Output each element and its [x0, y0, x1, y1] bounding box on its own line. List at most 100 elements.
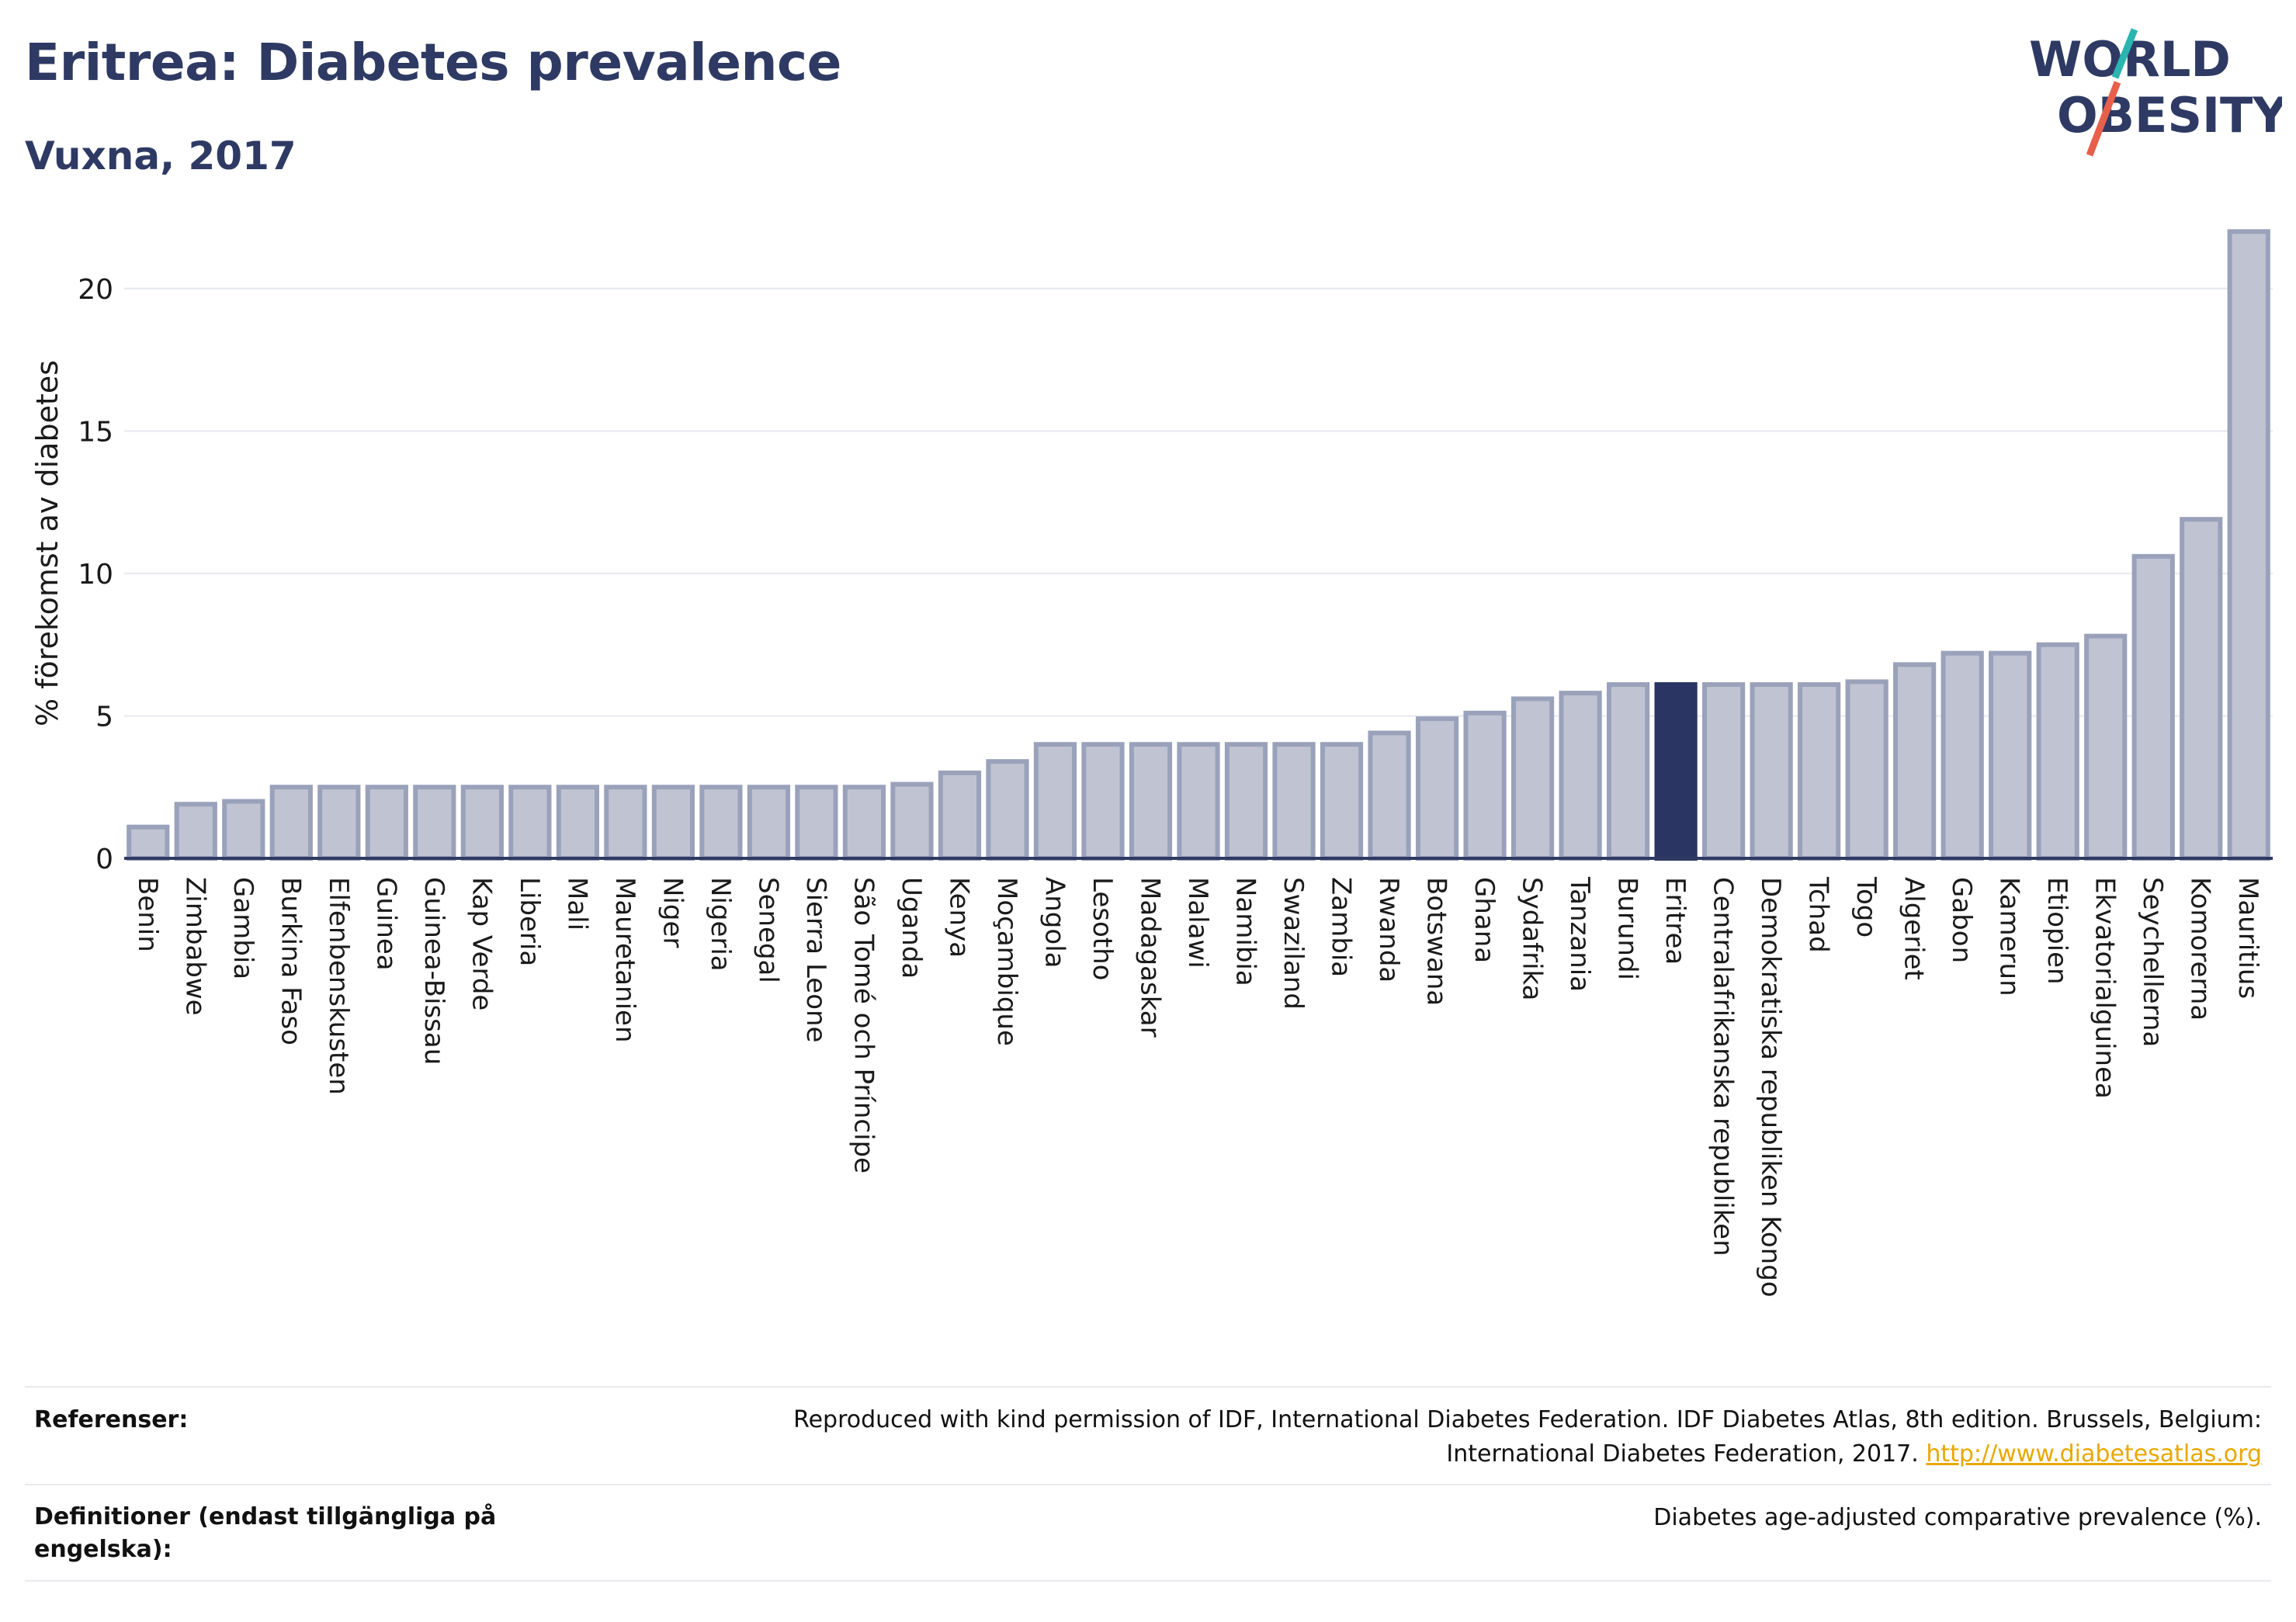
- bar[interactable]: [1033, 742, 1077, 861]
- x-tick-label: Swaziland: [1278, 877, 1309, 1010]
- x-tick-label: Burkina Faso: [275, 877, 306, 1045]
- logo-slash-red: [2086, 81, 2121, 157]
- x-tick-label: Senegal: [752, 877, 783, 983]
- x-tick-label: Algeriet: [1899, 877, 1930, 980]
- y-tick-labels: 0 5 10 15 20: [78, 274, 113, 875]
- footer-divider-bottom: [25, 1580, 2271, 1582]
- bar[interactable]: [317, 785, 361, 861]
- references-line-2: International Diabetes Federation, 2017.: [1446, 1440, 1919, 1468]
- x-tick-label: Togo: [1850, 876, 1882, 938]
- bar[interactable]: [651, 785, 695, 861]
- bar[interactable]: [174, 802, 217, 861]
- bar-highlight[interactable]: [1654, 682, 1698, 861]
- x-tick-label: Malawi: [1182, 877, 1213, 969]
- y-tick-label: 20: [78, 274, 113, 306]
- x-tick-label: Ghana: [1469, 877, 1500, 963]
- bar[interactable]: [1941, 650, 1984, 861]
- bar[interactable]: [127, 824, 170, 861]
- bar[interactable]: [1129, 742, 1173, 861]
- x-tick-label: Rwanda: [1373, 877, 1404, 983]
- bar[interactable]: [1606, 682, 1650, 861]
- bar[interactable]: [1845, 679, 1888, 861]
- bars: [127, 229, 2270, 861]
- x-tick-labels: Benin Zimbabwe Gambia Burkina Faso Elfenbens…: [132, 876, 2263, 1298]
- footer-divider-mid: [25, 1484, 2271, 1485]
- x-tick-label: Etiopien: [2041, 877, 2072, 985]
- x-tick-label: Zimbabwe: [179, 877, 210, 1016]
- bar[interactable]: [1702, 682, 1746, 861]
- x-tick-label: Zambia: [1326, 877, 1357, 977]
- x-tick-label: Lesotho: [1087, 877, 1118, 980]
- y-tick-label: 5: [95, 701, 113, 733]
- bar[interactable]: [890, 782, 934, 861]
- bar[interactable]: [986, 759, 1029, 861]
- x-tick-label: Sierra Leone: [800, 877, 831, 1042]
- bar[interactable]: [508, 785, 552, 861]
- references-label: Referenser:: [34, 1406, 189, 1433]
- diabetes-atlas-link[interactable]: http://www.diabetesatlas.org: [1926, 1440, 2262, 1468]
- x-tick-label: Ekvatorialguinea: [2090, 877, 2121, 1099]
- x-tick-label: Kap Verde: [466, 877, 497, 1010]
- x-tick-label: Namibia: [1230, 877, 1261, 986]
- x-tick-label: Guinea-Bissau: [418, 877, 449, 1065]
- bar[interactable]: [556, 785, 599, 861]
- bar[interactable]: [1798, 682, 1841, 861]
- bar[interactable]: [460, 785, 504, 861]
- bar[interactable]: [1272, 742, 1316, 861]
- bar[interactable]: [1893, 662, 1937, 861]
- bar[interactable]: [1989, 650, 2032, 861]
- bar[interactable]: [1368, 730, 1411, 861]
- bar[interactable]: [1081, 742, 1125, 861]
- x-tick-label: Niger: [657, 877, 688, 948]
- footer-divider-top: [25, 1386, 2271, 1388]
- x-tick-label: Tanzania: [1564, 876, 1595, 992]
- bar[interactable]: [1224, 742, 1268, 861]
- bar[interactable]: [269, 785, 313, 861]
- x-tick-label: Uganda: [896, 877, 927, 979]
- bar[interactable]: [2180, 517, 2223, 861]
- bar[interactable]: [747, 785, 791, 861]
- logo-slash-teal: [2111, 28, 2138, 79]
- page-subtitle: Vuxna, 2017: [25, 133, 297, 178]
- bar[interactable]: [1510, 696, 1555, 861]
- bar[interactable]: [938, 770, 982, 861]
- bar[interactable]: [2227, 229, 2270, 861]
- x-tick-label: Seychellerna: [2137, 877, 2168, 1047]
- bar[interactable]: [413, 785, 456, 861]
- bar[interactable]: [2131, 553, 2175, 861]
- x-tick-label: Gambia: [227, 877, 258, 979]
- bar[interactable]: [1559, 691, 1602, 861]
- x-tick-label: Kenya: [943, 877, 974, 958]
- x-tick-label: Demokratiska republiken Kongo: [1755, 877, 1786, 1298]
- bar[interactable]: [1415, 716, 1459, 861]
- x-tick-label: Mauritius: [2232, 877, 2263, 999]
- x-tick-label: Nigeria: [705, 877, 736, 972]
- world-obesity-logo: WORLD OBESITY: [2029, 28, 2282, 157]
- bar[interactable]: [365, 785, 408, 861]
- x-tick-label: Botswana: [1421, 877, 1452, 1006]
- x-tick-label: Burundi: [1612, 877, 1643, 980]
- y-axis-label: % förekomst av diabetes: [30, 360, 64, 726]
- x-tick-label: Elfenbenskusten: [323, 877, 354, 1095]
- x-tick-label: Centralafrikanska republiken: [1708, 877, 1739, 1256]
- x-tick-label: Gabon: [1946, 877, 1977, 963]
- bar[interactable]: [222, 799, 265, 861]
- references-line-1: Reproduced with kind permission of IDF, …: [793, 1406, 2262, 1433]
- bar[interactable]: [1750, 682, 1793, 861]
- bar[interactable]: [795, 785, 838, 861]
- x-tick-label: Sydafrika: [1517, 877, 1548, 1000]
- bar[interactable]: [604, 785, 647, 861]
- bar[interactable]: [1463, 710, 1507, 861]
- bar[interactable]: [1320, 742, 1364, 861]
- bar[interactable]: [2036, 642, 2079, 861]
- y-tick-label: 0: [95, 844, 113, 875]
- bar[interactable]: [2084, 633, 2128, 861]
- bar[interactable]: [842, 785, 886, 861]
- x-tick-label: Moçambique: [991, 877, 1022, 1046]
- bar[interactable]: [1177, 742, 1220, 861]
- bar[interactable]: [699, 785, 743, 861]
- x-tick-label: São Tomé och Príncipe: [848, 877, 879, 1173]
- x-tick-label: Eritrea: [1660, 877, 1691, 965]
- references-text: Reproduced with kind permission of IDF, …: [709, 1403, 2262, 1471]
- x-tick-label: Angola: [1039, 877, 1070, 968]
